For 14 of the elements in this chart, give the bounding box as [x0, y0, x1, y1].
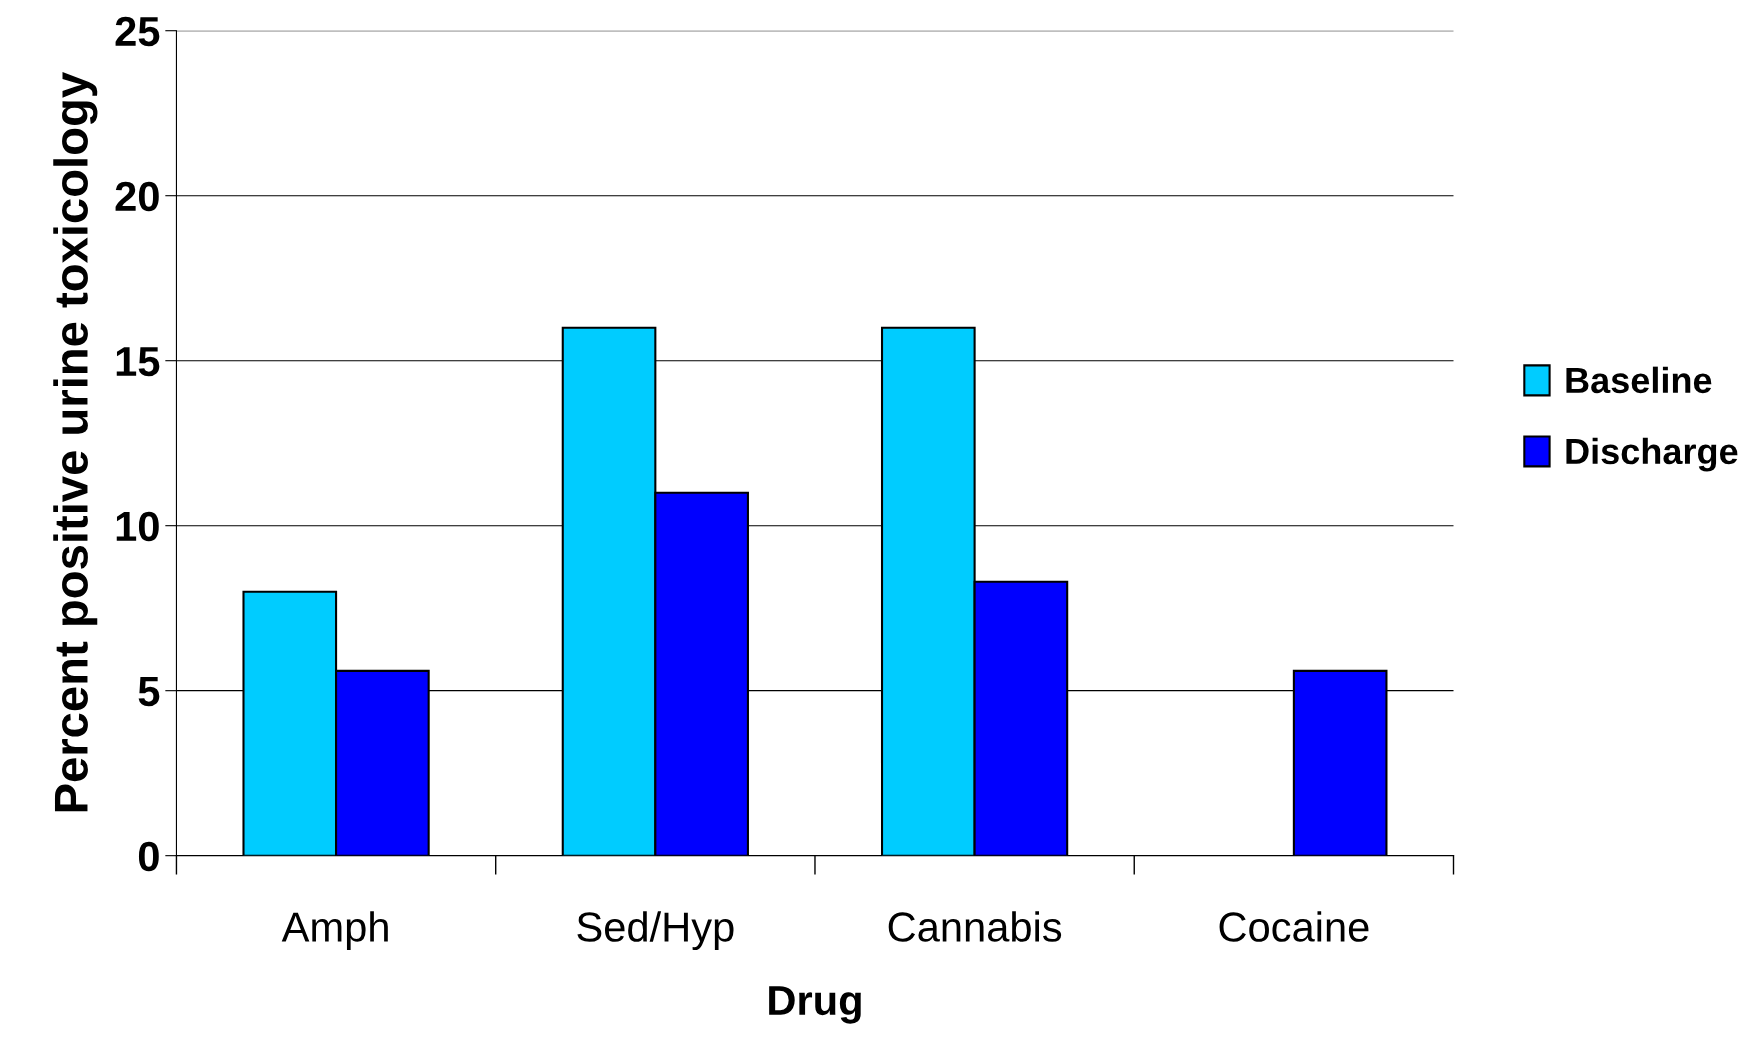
x-tick-label: Cannabis	[888, 911, 1062, 942]
y-tick-label: 25	[115, 16, 160, 47]
y-tick-label: 0	[138, 841, 159, 872]
y-tick-label: 10	[116, 511, 159, 542]
x-tick-label: Sed/Hyp	[577, 911, 734, 951]
y-axis-title: Percent positive urine toxicology	[53, 72, 98, 812]
x-tick-label: Cocaine	[1219, 911, 1369, 942]
legend-label: Discharge	[1566, 437, 1738, 472]
y-tick-label: 5	[138, 677, 160, 707]
legend-label: Baseline	[1566, 366, 1712, 394]
y-tick-label: 20	[115, 181, 159, 212]
x-axis-title: Drug	[769, 986, 861, 1024]
x-tick-label: Amph	[281, 911, 388, 951]
y-tick-label: 15	[116, 347, 160, 377]
